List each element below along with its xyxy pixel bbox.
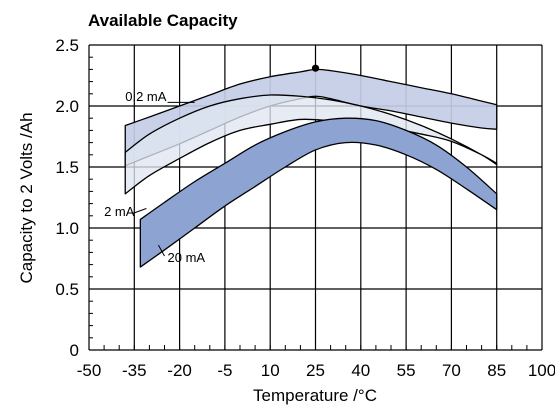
- annotation-leader: [132, 208, 147, 214]
- y-tick-label: 1.5: [55, 158, 79, 177]
- y-axis-label: Capacity to 2 Volts /Ah: [17, 112, 36, 283]
- y-tick-label: 2.0: [55, 97, 79, 116]
- annotations: 0.2 mA 2 mA 20 mA: [104, 89, 205, 265]
- x-tick-label: 70: [442, 361, 461, 380]
- x-tick-label: 100: [528, 361, 555, 380]
- peak-marker: [311, 64, 320, 72]
- x-tick-label: 55: [397, 361, 416, 380]
- x-tick-label: 40: [351, 361, 370, 380]
- x-axis-label: Temperature /°C: [253, 386, 377, 405]
- x-tick-label: -5: [217, 361, 232, 380]
- x-tick-labels: -50 -35 -20 -5 10 25 40 55 70 85 100: [77, 361, 555, 380]
- x-tick-label: 85: [487, 361, 506, 380]
- annotation-label: 0.2 mA: [125, 89, 167, 104]
- x-tick-label: -35: [122, 361, 147, 380]
- x-tick-label: -20: [167, 361, 192, 380]
- annotation-leader: [158, 244, 165, 257]
- y-tick-label: 0: [70, 341, 79, 360]
- y-tick-label: 0.5: [55, 280, 79, 299]
- x-tick-label: 25: [306, 361, 325, 380]
- annotation-label: 2 mA: [104, 204, 135, 219]
- x-tick-label: -50: [77, 361, 102, 380]
- data-bands: [124, 64, 498, 268]
- x-tick-label: 10: [261, 361, 280, 380]
- band-2ma: [124, 94, 498, 195]
- y-tick-label: 2.5: [55, 36, 79, 55]
- annotation-label: 20 mA: [168, 250, 206, 265]
- chart-title: Available Capacity: [88, 11, 238, 30]
- axis-ticks: [88, 44, 543, 351]
- band-20ma: [139, 117, 498, 268]
- y-tick-labels: 0 0.5 1.0 1.5 2.0 2.5: [55, 36, 79, 360]
- y-tick-label: 1.0: [55, 219, 79, 238]
